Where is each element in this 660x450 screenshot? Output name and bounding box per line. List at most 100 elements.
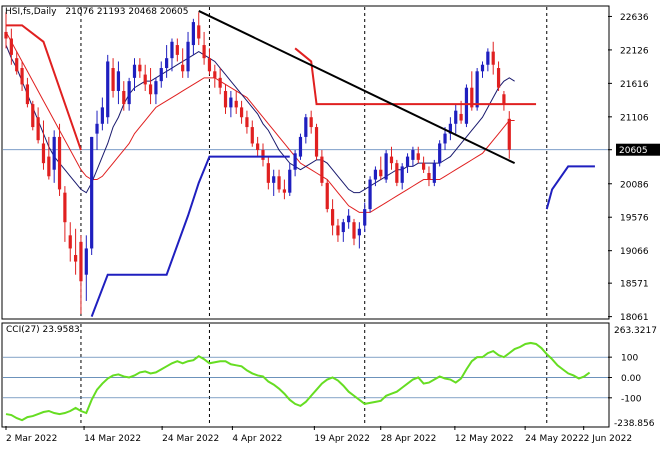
candle-body [223,90,228,108]
candle-body [9,38,13,55]
cci-panel [1,322,610,428]
candle-body [288,169,292,193]
x-tick-label: 19 Apr 2022 [314,434,370,444]
candle-body [448,123,452,134]
candle-body [432,163,436,183]
candle-body [100,107,104,124]
x-tick-label: 14 Mar 2022 [84,434,141,444]
candle-body [63,192,67,223]
candle-body [405,156,410,167]
candle-body [416,153,420,160]
candle-body [470,87,474,108]
candle-body [138,64,142,72]
candle-body [20,68,24,85]
candle-body [95,123,99,134]
candle-body [234,100,238,108]
candle-body [389,156,394,164]
y-tick-label: 22636 [620,13,649,23]
candle-body [79,241,83,282]
x-tick-label: 24 May 2022 [525,434,584,444]
candle-body [282,189,287,193]
candle-body [191,22,195,46]
candle-body [41,143,46,164]
cci-line [5,341,591,422]
candle-body [229,97,233,108]
candle-body [459,113,463,121]
candle-body [486,51,490,65]
candle-body [379,169,383,177]
cci-tick-label: 0.00 [621,374,641,384]
candle-body [427,172,431,180]
price-panel [1,5,610,320]
candle-body [170,41,174,59]
candle-body [106,61,110,118]
candle-body [111,68,115,91]
candle-body [202,45,206,59]
trend-line [198,10,516,165]
candle-body [186,41,190,72]
candle-body [90,136,94,249]
candle-body [298,136,303,157]
candle-body [256,143,260,151]
cci-bottom-value: -238.856 [614,419,655,429]
candle-body [250,127,254,144]
candle-body [213,71,217,78]
candle-body [175,45,179,55]
resistance-line [6,24,82,151]
candle-body [73,255,78,262]
candle-body [496,68,501,88]
candle-body [422,163,426,170]
candle-body [207,58,212,72]
symbol-label: HSI,fs,Daily [5,7,57,17]
candle-body [25,84,30,105]
candle-body [143,74,147,85]
candle-body [47,156,51,177]
candle-body [57,136,62,190]
cci-legend: CCI(27) 23.9583 [6,325,80,335]
y-tick-label: 21616 [620,80,649,90]
candle-body [384,153,388,180]
support-line [545,165,595,210]
cci-tick-label: 100 [621,354,638,364]
x-tick-label: 4 Apr 2022 [232,434,282,444]
y-tick-label: 19066 [620,247,649,257]
candle-body [31,104,35,128]
candle-body [304,117,308,137]
candle-body [411,150,415,160]
candle-body [239,107,244,118]
candle-body [320,156,324,183]
y-tick-label: 21106 [620,113,649,123]
candle-body [245,117,249,128]
y-tick-label: 20086 [620,180,649,190]
x-tick-label: 2 Mar 2022 [6,434,57,444]
candle-body [347,215,351,223]
candle-body [84,248,88,275]
candle-body [454,110,458,124]
candle-body [116,71,121,91]
candle-body [336,225,340,236]
candle-body [352,222,356,239]
candle-body [293,153,297,170]
x-tick-label: 28 Apr 2022 [381,434,437,444]
candle-body [218,77,222,88]
price-legend: HSI,fs,Daily 21076 21193 20468 20605 [5,7,188,17]
x-tick-label: 24 Mar 2022 [162,434,219,444]
x-tick-label: 12 May 2022 [455,434,514,444]
candle-body [181,64,185,72]
candle-body [475,71,479,108]
candle-body [165,58,169,69]
last-price-label: 20605 [619,146,648,156]
cci-tick-label: -100 [621,394,642,404]
candle-body [148,84,153,95]
candle-body [491,51,495,65]
candle-body [395,163,399,183]
y-tick-label: 22126 [620,46,649,56]
candle-body [357,228,361,236]
candle-body [443,133,447,144]
candle-body [373,169,378,180]
y-tick-label: 18061 [620,313,649,323]
ohlc-label: 21076 21193 20468 20605 [65,7,188,17]
support-line [90,155,290,317]
candle-body [363,209,367,226]
candle-body [502,94,506,105]
